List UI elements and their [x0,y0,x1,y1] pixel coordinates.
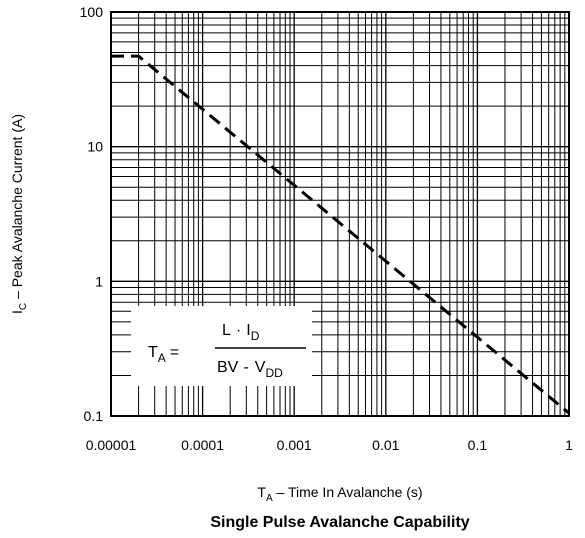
x-tick-label: 0.0001 [181,437,224,453]
x-tick-label: 0.001 [277,437,312,453]
formula-box [131,306,312,386]
x-tick-label: 0.1 [468,437,488,453]
formula-annotation: TA = L · ID BV - VDD [131,306,312,386]
plot-frame [110,11,570,417]
x-tick-label: 0.01 [372,437,399,453]
y-axis-label: IC – Peak Avalanche Current (A) [9,114,29,314]
series-line [111,54,570,415]
x-tick-label: 1 [565,437,573,453]
y-tick-label: 100 [80,4,104,20]
formula-lhs: TA = [148,344,179,365]
x-axis-label: TA – Time In Avalanche (s) [257,484,422,504]
y-tick-label: 10 [87,139,103,155]
y-tick-label: 0.1 [84,408,104,424]
series [111,54,570,415]
formula-denominator: BV - VDD [217,359,283,380]
chart-title: Single Pulse Avalanche Capability [210,514,469,531]
x-tick-label: 0.00001 [86,437,137,453]
tick-labels: 0.00001 0.0001 0.001 0.01 0.1 1 0.1 1 10 100 [80,4,573,453]
formula-numerator: L · ID [222,322,260,343]
y-tick-label: 1 [95,273,103,289]
